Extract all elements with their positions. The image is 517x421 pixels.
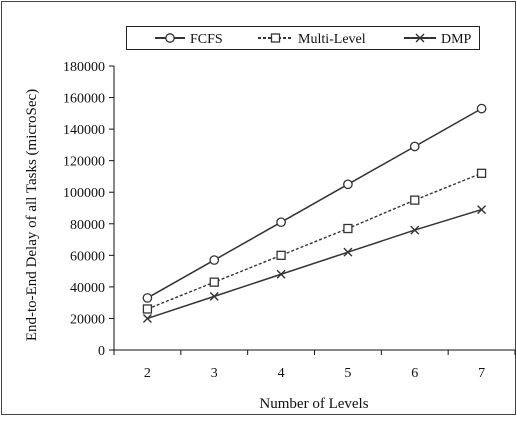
y-axis-label: End-to-End Delay of all Tasks (microSec) [24,89,40,341]
legend-box [126,26,480,50]
data-point-multi-level [343,223,353,234]
data-point-dmp [209,291,219,301]
y-tick-label: 0 [98,344,105,359]
x-tick-label: 3 [211,366,218,381]
axes: 0 20000 40000 60000 80000 100000 120000 140000 1… [63,60,516,381]
y-tick-label: 40000 [70,281,105,296]
series-layer [142,103,487,323]
x-tick-label: 4 [278,366,285,381]
y-tick-label: 60000 [70,249,105,264]
y-tick-label: 180000 [63,60,105,75]
data-point-dmp [276,269,286,279]
data-point-multi-level [476,168,487,178]
x-tick-label: 5 [344,366,351,381]
data-point-fcfs [276,217,286,228]
y-tick-label: 120000 [63,155,105,170]
y-tick-label: 160000 [63,92,105,107]
y-tick-label: 140000 [63,123,105,138]
y-tick-label: 20000 [70,312,105,327]
data-point-dmp [343,247,353,257]
y-tick-label: 80000 [70,218,105,233]
legend-marker-multi-level [270,33,281,43]
data-point-dmp [410,225,420,235]
legend-marker-fcfs [165,33,175,43]
data-point-dmp [142,313,152,323]
legend-label-dmp: DMP [441,32,472,47]
y-tick-label: 100000 [63,186,105,201]
data-point-dmp [477,205,487,215]
data-point-multi-level [276,250,286,260]
data-point-fcfs [142,293,153,303]
legend: FCFS Multi-Level DMP [126,26,480,50]
series-line-dmp [147,208,482,320]
legend-marker-dmp [415,33,425,43]
data-point-fcfs [409,141,420,152]
data-point-multi-level [410,195,420,205]
legend-label-multi-level: Multi-Level [298,32,366,47]
x-axis-label: Number of Levels [259,396,368,412]
x-tick-label: 2 [144,366,151,381]
data-point-multi-level [142,304,153,314]
legend-label-fcfs: FCFS [190,32,223,47]
data-point-fcfs [209,255,220,265]
data-point-fcfs [343,179,353,190]
series-line-multi-level [147,172,482,310]
chart-frame [1,1,516,415]
data-point-multi-level [209,277,219,287]
series-line-fcfs [147,107,482,299]
x-tick-label: 6 [411,366,418,381]
data-point-fcfs [476,103,487,114]
x-tick-label: 7 [478,366,485,381]
